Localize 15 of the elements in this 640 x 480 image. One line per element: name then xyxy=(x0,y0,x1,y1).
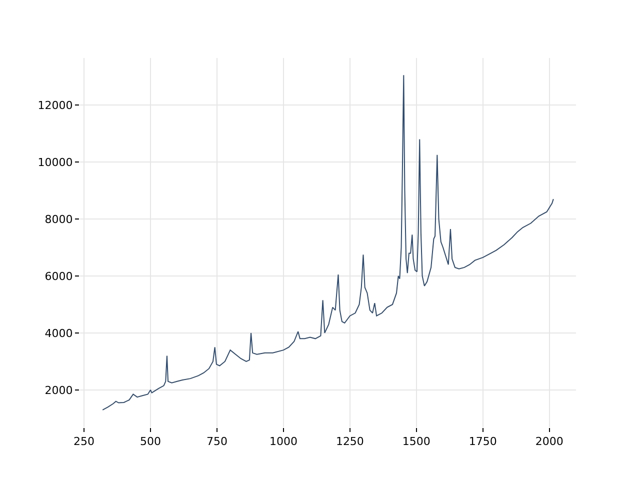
y-tick-label: 6000 xyxy=(44,270,73,283)
y-tick-label: 2000 xyxy=(44,384,73,397)
x-tick-label: 2000 xyxy=(535,435,564,448)
y-tick-label: 10000 xyxy=(38,156,73,169)
x-tick-label: 250 xyxy=(73,435,94,448)
x-tick-label: 1500 xyxy=(402,435,430,448)
x-tick-label: 1000 xyxy=(269,435,298,448)
x-tick-label: 1250 xyxy=(336,435,364,448)
y-tick-label: 12000 xyxy=(38,98,73,112)
line-series xyxy=(102,74,554,410)
x-tick-label: 1750 xyxy=(468,435,497,448)
y-tick-label: 8000 xyxy=(44,212,73,226)
y-tick-label: 4000 xyxy=(44,326,73,340)
x-tick-label: 500 xyxy=(140,435,161,448)
x-tick-label: 750 xyxy=(206,435,228,448)
